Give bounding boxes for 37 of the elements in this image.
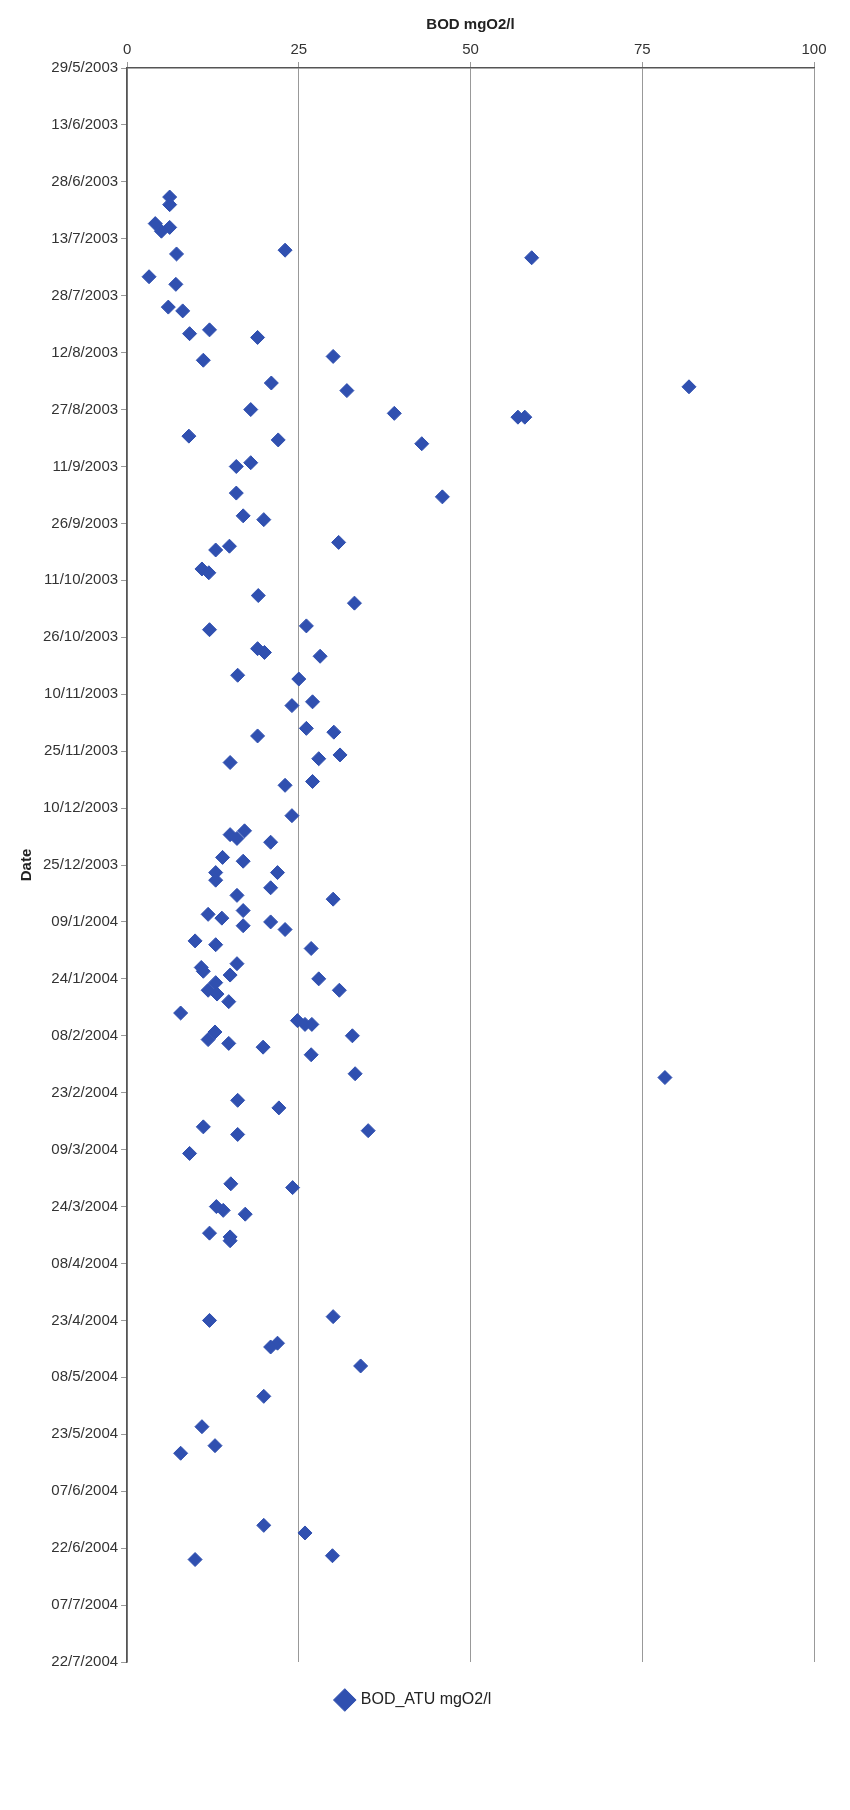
x-tick-label: 0 <box>122 40 132 58</box>
x-tick-label: 100 <box>801 40 827 58</box>
y-tick-label: 11/10/2003 <box>44 570 119 588</box>
y-tick-label: 12/8/2003 <box>51 342 119 360</box>
x-tick-label: 25 <box>290 40 308 58</box>
x-tick-label: 75 <box>633 40 651 58</box>
y-tick-label: 28/6/2003 <box>51 172 119 189</box>
y-tick-label: 22/7/2004 <box>51 1652 119 1670</box>
y-tick-label: 08/5/2004 <box>51 1367 119 1385</box>
y-tick-label: 24/3/2004 <box>51 1196 119 1214</box>
y-tick-label: 23/4/2004 <box>51 1310 119 1328</box>
y-tick-label: 25/11/2003 <box>44 741 119 759</box>
y-tick-label: 28/7/2003 <box>51 285 119 303</box>
y-tick-label: 26/10/2003 <box>43 627 119 645</box>
x-axis-title: BOD mgO2/l <box>426 15 515 33</box>
y-tick-label: 13/6/2003 <box>51 115 119 133</box>
y-tick-label: 26/9/2003 <box>51 513 119 531</box>
y-tick-label: 07/6/2004 <box>51 1481 119 1499</box>
y-tick-label: 23/2/2004 <box>51 1082 119 1100</box>
x-tick-label: 50 <box>462 40 479 58</box>
y-tick-label: 24/1/2004 <box>51 969 119 986</box>
y-tick-label: 22/6/2004 <box>51 1538 119 1556</box>
y-tick-label: 29/5/2003 <box>51 58 119 76</box>
y-tick-label: 08/2/2004 <box>51 1025 119 1043</box>
y-tick-label: 25/12/2003 <box>43 855 119 873</box>
y-tick-label: 09/3/2004 <box>51 1139 119 1157</box>
y-tick-label: 07/7/2004 <box>51 1595 119 1613</box>
y-tick-label: 23/5/2004 <box>51 1424 119 1442</box>
y-axis-title: Date <box>17 848 35 882</box>
y-tick-label: 27/8/2003 <box>51 399 119 417</box>
y-tick-label: 08/4/2004 <box>51 1253 119 1271</box>
y-tick-label: 13/7/2003 <box>51 228 119 246</box>
y-tick-label: 10/12/2003 <box>43 798 119 816</box>
y-tick-label: 10/11/2003 <box>44 684 119 702</box>
y-tick-label: 09/1/2004 <box>51 912 119 930</box>
y-tick-label: 11/9/2003 <box>52 456 119 474</box>
legend-label: BOD_ATU mgO2/l <box>360 1690 492 1709</box>
